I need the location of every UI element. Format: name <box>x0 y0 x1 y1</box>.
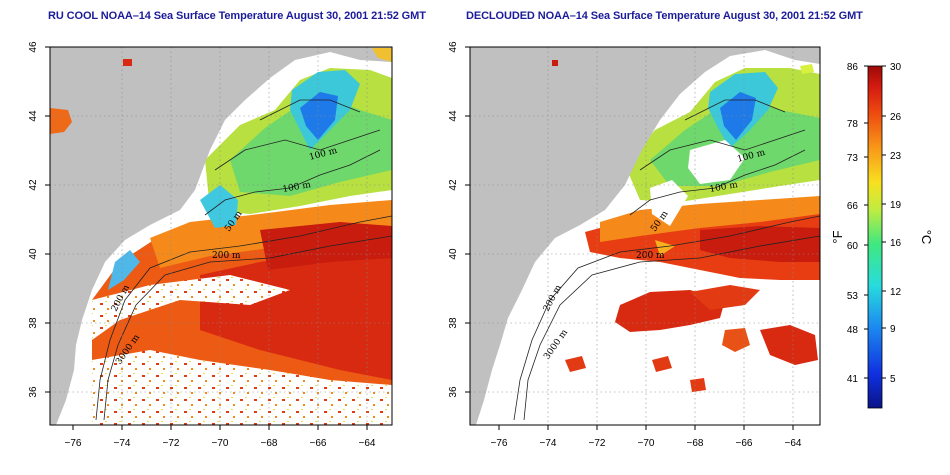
right-lon-tick-74: −74 <box>540 438 557 449</box>
right-panel-title: DECLOUDED NOAA–14 Sea Surface Temperatur… <box>466 10 863 22</box>
left-lon-tick-70: −70 <box>212 438 229 449</box>
contour-label-200m: 200 m <box>636 251 665 261</box>
contour-label-100m-b: 100 m <box>709 180 739 195</box>
right-lat-tick-40: 40 <box>448 248 459 260</box>
gulf-stream-core <box>200 245 392 380</box>
colorbar-c-tick-30: 30 <box>890 62 902 73</box>
right-lat-tick-44: 44 <box>448 110 459 122</box>
colorbar-c-tick-9: 9 <box>890 324 896 335</box>
right-map-frame <box>469 46 821 426</box>
right-lon-tick-72: −72 <box>589 438 606 449</box>
colorbar-f-tick-53: 53 <box>847 291 859 302</box>
left-lat-tick-38: 38 <box>28 317 39 329</box>
left-grid <box>50 47 392 425</box>
left-lon-tick-74: −74 <box>114 438 131 449</box>
colorbar-f-tick-48: 48 <box>847 325 859 336</box>
right-grid <box>470 47 820 425</box>
cloud-patch <box>92 275 290 340</box>
contour-label-100m-b: 100 m <box>282 180 312 195</box>
left-panel-title: RU COOL NOAA–14 Sea Surface Temperature … <box>48 10 426 22</box>
right-lat-tick-38: 38 <box>448 317 459 329</box>
right-lon-tick-76: −76 <box>491 438 508 449</box>
right-lon-tick-66: −66 <box>736 438 753 449</box>
right-lon-tick-64: −64 <box>785 438 802 449</box>
colorbar-c-tick-16: 16 <box>890 238 902 249</box>
left-lon-tick-66: −66 <box>310 438 327 449</box>
cloud-hole <box>688 140 745 184</box>
colorbar-f-tick-60: 60 <box>847 241 859 252</box>
right-sst-map: 100 m 100 m 50 m 200 m 200 m 3000 m <box>470 47 820 425</box>
right-lat-tick-36: 36 <box>448 386 459 398</box>
left-lat-tick-42: 42 <box>28 179 39 191</box>
colorbar-f-tick-78: 78 <box>847 119 859 130</box>
colorbar-c-tick-26: 26 <box>890 112 902 123</box>
colorbar-c-tick-12: 12 <box>890 287 902 298</box>
colorbar-celsius-unit: °C <box>919 230 934 245</box>
left-lat-tick-36: 36 <box>28 386 39 398</box>
colorbar-c-tick-19: 19 <box>890 200 902 211</box>
colorbar-f-tick-73: 73 <box>847 153 859 164</box>
left-lon-tick-68: −68 <box>261 438 278 449</box>
colorbar-f-tick-41: 41 <box>847 374 859 385</box>
left-map-frame <box>49 46 393 426</box>
left-lat-tick-46: 46 <box>28 41 39 53</box>
left-lon-tick-72: −72 <box>163 438 180 449</box>
colorbar-f-tick-66: 66 <box>847 201 859 212</box>
colorbar-fahrenheit-unit: °F <box>830 230 845 243</box>
land-mass <box>470 47 820 425</box>
land-mass <box>50 47 392 425</box>
right-lat-tick-46: 46 <box>448 41 459 53</box>
lake-sst-patch <box>50 108 72 134</box>
left-bathymetry-contours <box>95 99 392 421</box>
warm-blob <box>615 290 725 332</box>
colorbar-c-tick-23: 23 <box>890 151 902 162</box>
left-lon-tick-76: −76 <box>65 438 82 449</box>
left-lat-tick-40: 40 <box>28 248 39 260</box>
right-lon-tick-68: −68 <box>687 438 704 449</box>
colorbar-f-tick-86: 86 <box>847 62 859 73</box>
left-sst-map: 100 m 100 m 50 m 200 m 200 m 3000 m <box>50 47 392 425</box>
left-lat-tick-44: 44 <box>28 110 39 122</box>
contour-label-200m: 200 m <box>212 251 241 261</box>
right-bathymetry-contours <box>513 99 820 421</box>
colorbar-c-tick-5: 5 <box>890 374 896 385</box>
right-lon-tick-70: −70 <box>638 438 655 449</box>
right-lat-tick-42: 42 <box>448 179 459 191</box>
colorbar <box>867 65 883 409</box>
left-lon-tick-64: −64 <box>359 438 376 449</box>
